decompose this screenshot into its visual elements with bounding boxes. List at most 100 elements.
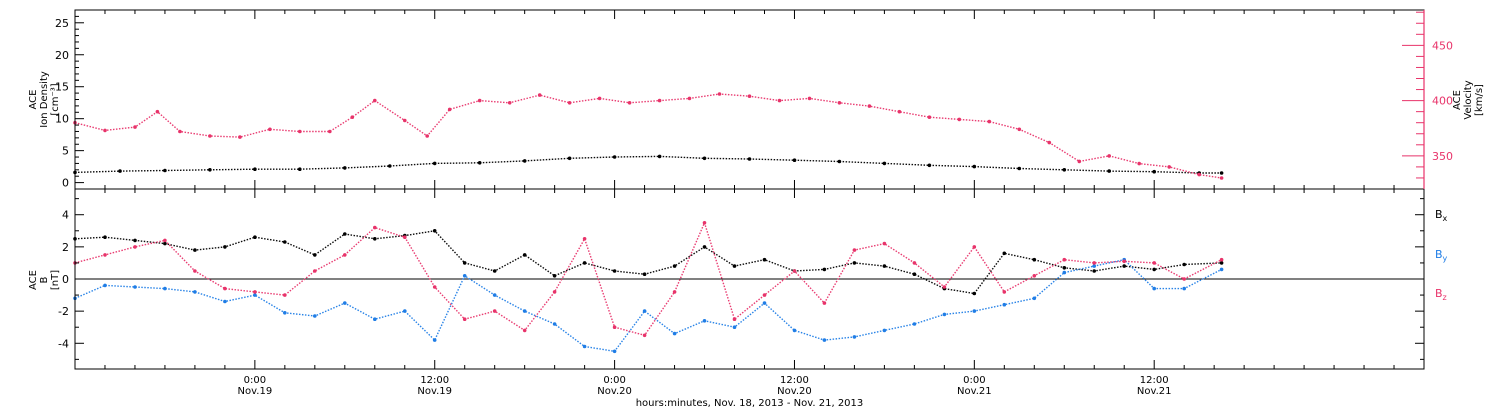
bx-point	[972, 291, 977, 296]
bx-point	[732, 264, 737, 268]
by-point	[403, 309, 407, 313]
bz-point	[343, 253, 347, 257]
bz-point	[283, 293, 287, 297]
by-point	[612, 349, 617, 354]
bx-point	[1032, 257, 1037, 262]
bx-point	[103, 235, 107, 239]
bz-point	[882, 241, 887, 246]
bz-point	[552, 290, 557, 294]
x-tick-label-date: Nov.20	[597, 386, 632, 397]
by-point	[1219, 267, 1224, 272]
bx-point	[1122, 264, 1126, 268]
velocity-point	[927, 115, 932, 119]
velocity-point	[987, 119, 992, 124]
by-point	[163, 286, 167, 291]
bx-point	[522, 253, 527, 257]
density-point	[1152, 169, 1156, 174]
top-density-series	[74, 155, 1222, 174]
bx-point	[223, 245, 227, 249]
bz-point	[223, 286, 227, 291]
density-point	[837, 159, 842, 164]
by-point	[702, 319, 707, 323]
bz-point	[193, 269, 197, 273]
b-axis-title-line: B	[39, 276, 50, 283]
density-y-tick-label: 15	[55, 81, 69, 94]
velocity-point	[807, 96, 812, 101]
by-point	[103, 283, 107, 288]
bx-point	[283, 240, 287, 244]
bx-point	[1219, 261, 1224, 265]
x-tick-label-date: Nov.19	[238, 386, 273, 397]
velocity-point	[425, 134, 430, 138]
bx-point	[1092, 269, 1096, 273]
x-tick-label-time: 0:00	[244, 375, 266, 386]
bz-point	[972, 245, 977, 249]
velocity-y-tick-label: 400	[1432, 95, 1453, 108]
bz-point	[1062, 257, 1067, 262]
bx-point	[432, 229, 437, 233]
density-point	[657, 154, 662, 159]
density-point	[1107, 169, 1111, 173]
x-tick-label-time: 12:00	[420, 375, 449, 386]
density-point	[388, 164, 392, 168]
velocity-point	[298, 129, 302, 134]
x-tick-label-date: Nov.21	[1137, 386, 1172, 397]
density-point	[343, 166, 347, 170]
bx-point	[582, 261, 587, 265]
x-tick-label-date: Nov.21	[957, 386, 992, 397]
b-y-tick-label: 4	[62, 209, 69, 222]
velocity-point	[1137, 161, 1141, 166]
velocity-point	[373, 98, 377, 103]
bz-point	[1219, 257, 1224, 262]
b-y-tick-label: 2	[62, 241, 69, 254]
density-y-tick-label: 10	[55, 113, 69, 126]
bx-point	[313, 253, 317, 257]
bz-point	[253, 290, 257, 294]
by-point	[792, 328, 797, 333]
by-point	[1002, 302, 1007, 307]
velocity-point	[1167, 165, 1171, 169]
density-point	[972, 164, 977, 169]
bx-point	[492, 269, 497, 273]
bx-point	[373, 237, 377, 241]
by-point	[762, 301, 767, 305]
density-point	[927, 163, 932, 168]
density-point	[1017, 166, 1022, 171]
density-point	[432, 161, 437, 166]
velocity-point	[1017, 127, 1022, 132]
velocity-axis-title: ACE Velocity [km/s]	[1452, 80, 1485, 119]
by-point	[822, 338, 827, 342]
b-y-tick-label: -4	[58, 337, 69, 350]
bz-point	[133, 245, 137, 249]
velocity-point	[268, 127, 272, 132]
density-axis-title-line: [cm⁻³]	[50, 83, 61, 115]
legend-bz: Bz	[1435, 287, 1447, 302]
by-point	[283, 311, 287, 315]
bz-point	[1092, 261, 1096, 265]
bx-point	[882, 264, 887, 268]
density-point	[747, 157, 752, 161]
velocity-point	[208, 134, 212, 138]
by-point	[193, 290, 197, 294]
by-point	[1182, 286, 1186, 291]
b-y-tick-label: -2	[58, 305, 69, 318]
velocity-point	[537, 93, 542, 97]
bz-point	[612, 325, 617, 330]
bz-point	[313, 269, 317, 273]
bz-point	[1152, 261, 1156, 265]
bz-point	[403, 235, 407, 239]
by-point	[492, 293, 497, 297]
by-point	[1032, 296, 1037, 301]
bz-point	[642, 333, 647, 338]
bx-point	[193, 248, 197, 252]
by-point	[1092, 264, 1096, 268]
b-y-tick-label: 0	[62, 273, 69, 286]
velocity-point	[717, 92, 722, 96]
bx-point	[1002, 251, 1007, 256]
density-point	[163, 168, 167, 173]
bz-point	[103, 253, 107, 257]
by-point	[912, 322, 917, 326]
bx-point	[612, 269, 617, 273]
x-tick-label-date: Nov.19	[417, 386, 452, 397]
velocity-point	[687, 96, 692, 101]
